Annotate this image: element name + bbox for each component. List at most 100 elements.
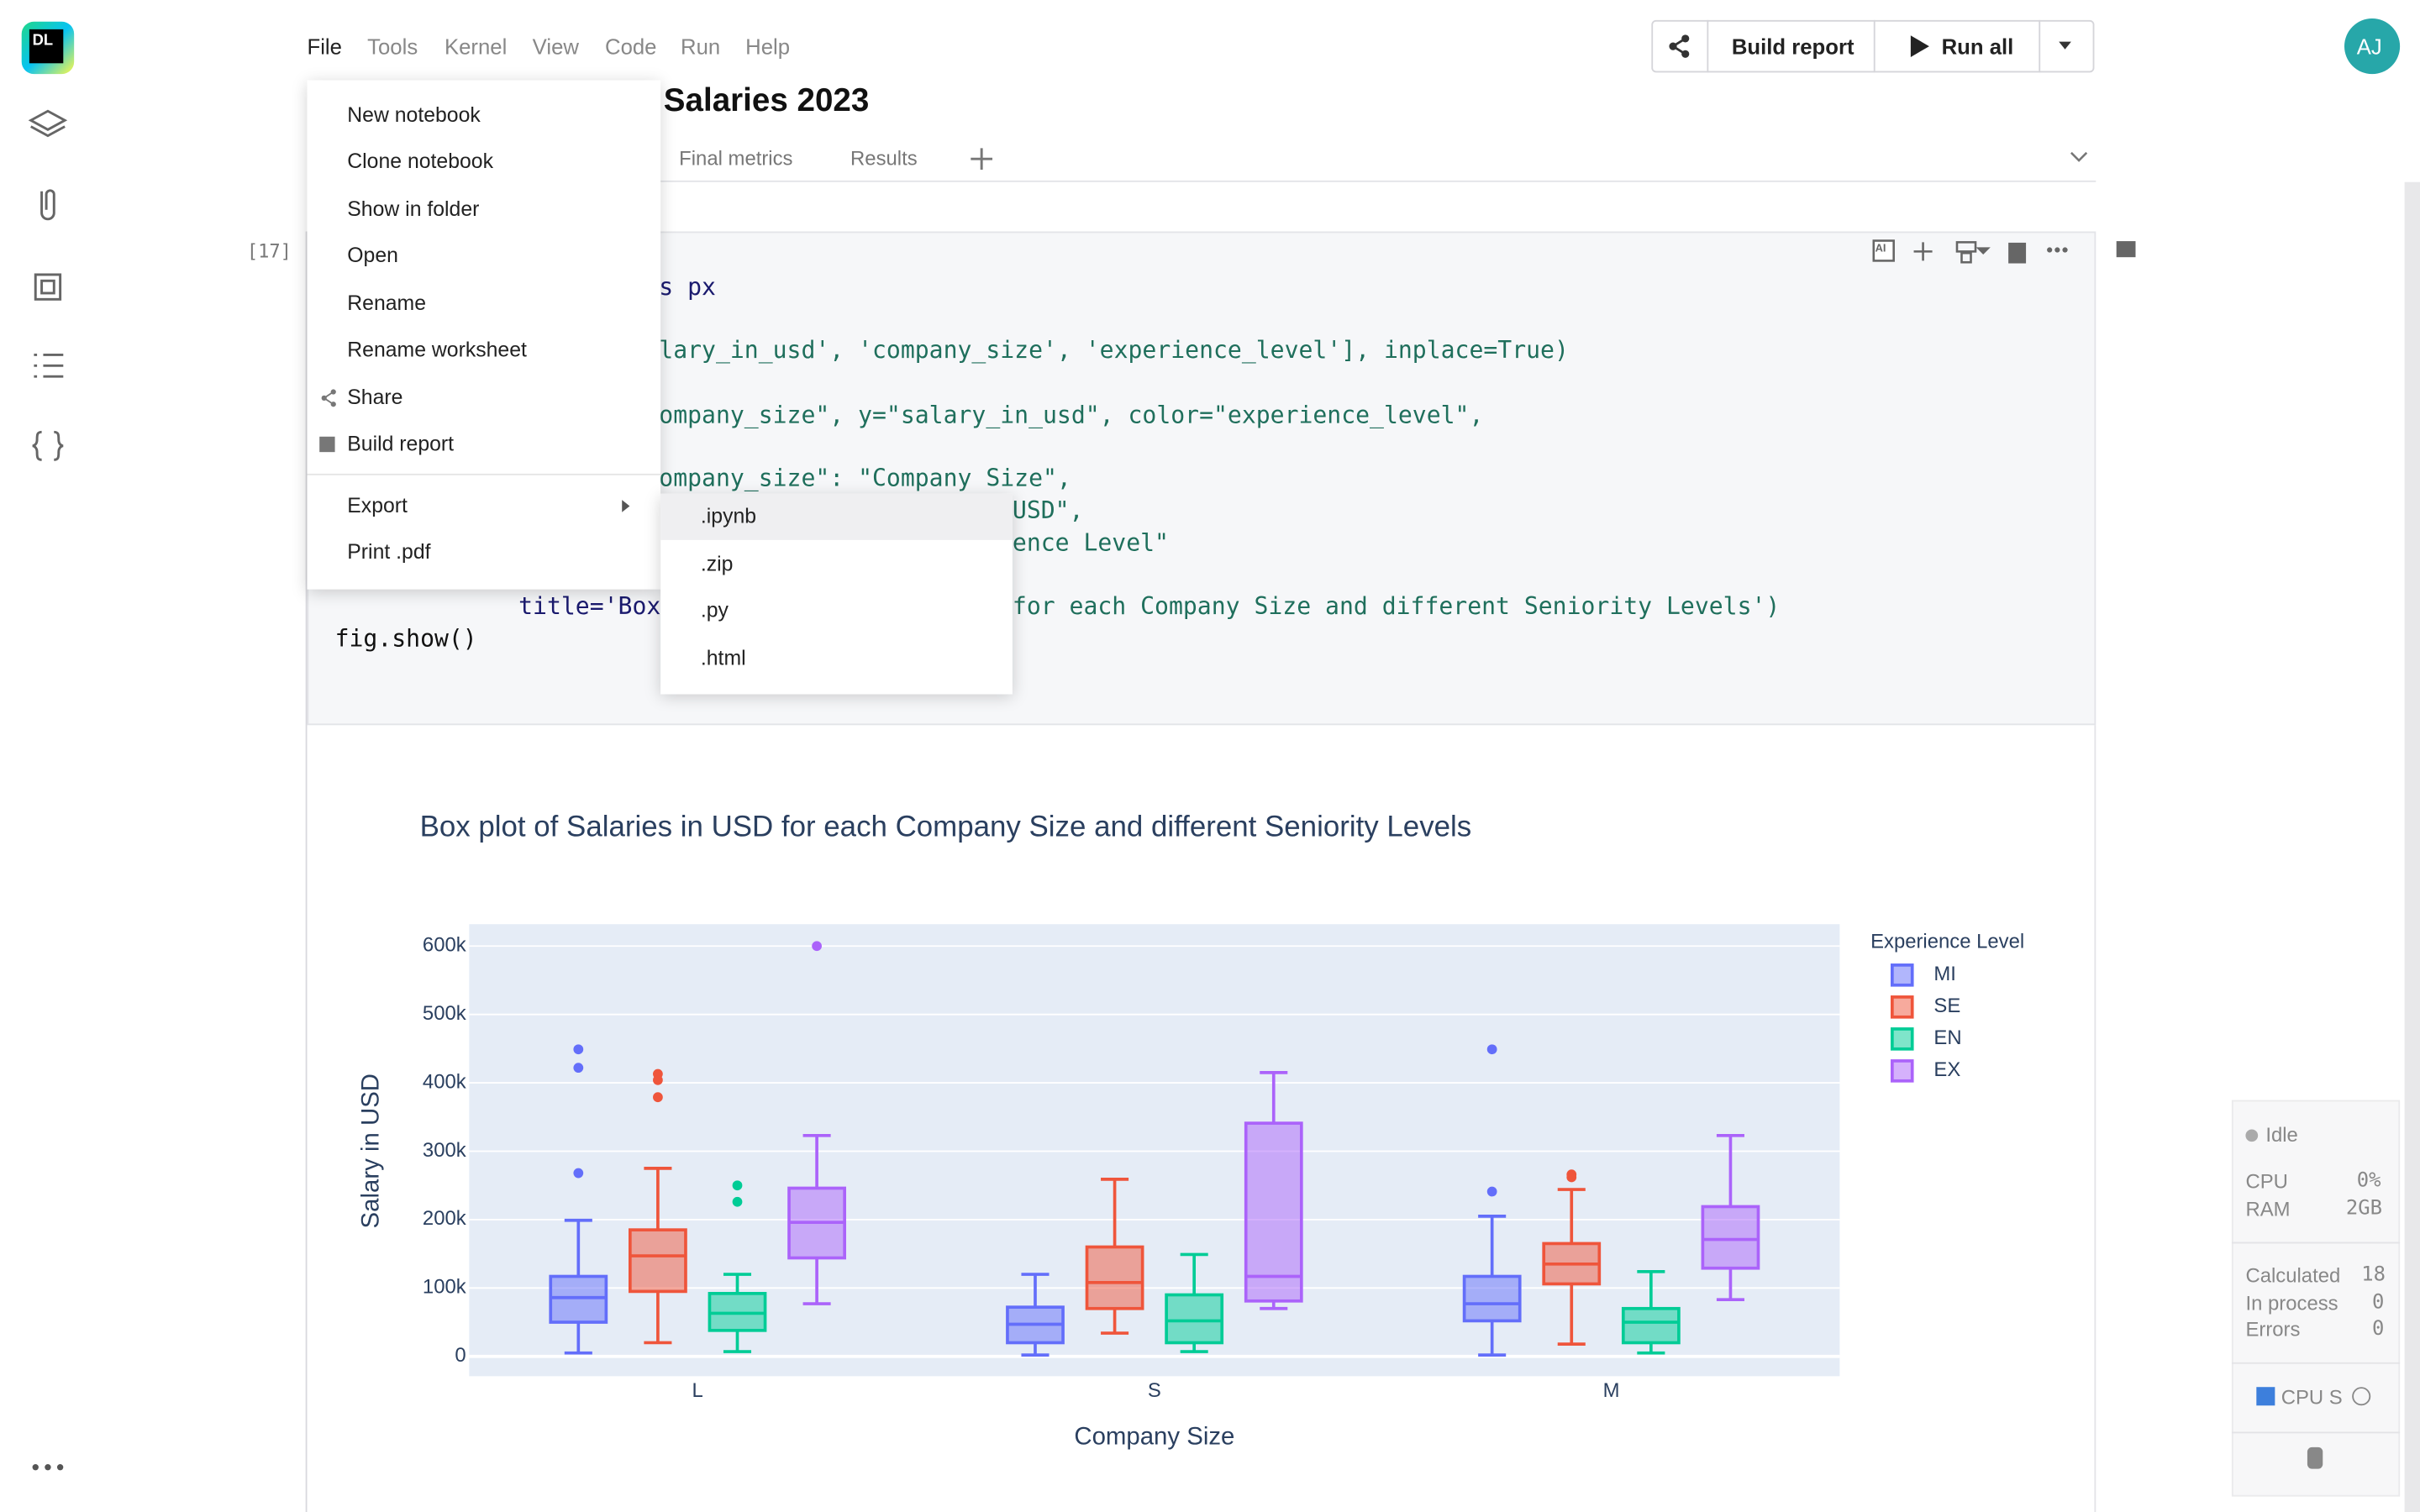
menu-item[interactable]: File [307,34,342,59]
cell-toolbar-icons[interactable] [1870,238,2149,265]
whisker [1557,1188,1586,1346]
divider [2039,19,2041,73]
box [549,1274,608,1324]
status-panel [2231,1100,2401,1497]
more-icon[interactable] [31,1460,65,1475]
menu-option[interactable]: Build report [347,432,455,455]
kernel-icon [2256,1387,2275,1406]
outlier [653,1092,663,1103]
x-tick-label: M [1603,1379,1620,1402]
outlier [1486,1044,1497,1055]
status-value: 0 [2372,1317,2385,1341]
menu-option[interactable]: Open [347,244,398,267]
outlier [732,1180,743,1191]
dropdown-icon[interactable] [2056,39,2075,54]
export-option[interactable]: .zip [700,552,734,576]
legend-label: EN [1933,1026,1961,1049]
x-tick-label: S [1148,1379,1161,1402]
tab[interactable]: Results [850,146,918,171]
whisker [723,1273,752,1353]
file-menu [307,80,661,590]
menu-option[interactable]: New notebook [347,103,481,127]
outlier [732,1196,743,1207]
y-tick-label: 400k [423,1070,466,1093]
cell-gutter [305,231,308,1512]
code-line: s px [659,273,716,302]
status-divider [2231,1242,2401,1244]
collapse-icon[interactable] [2070,150,2088,165]
toolbar-group [1651,19,2095,73]
whisker [1478,1215,1507,1357]
avatar[interactable] [2344,18,2401,75]
sidebar-icons[interactable] [28,102,68,472]
whisker [1260,1071,1288,1310]
whisker [1637,1269,1665,1355]
menu-item[interactable]: Code [605,34,657,59]
menu-option[interactable]: Rename worksheet [347,338,527,361]
add-tab-icon[interactable] [969,146,993,171]
menu-option[interactable]: Show in folder [347,197,480,221]
logo-inner [29,29,64,64]
outlier [1566,1172,1577,1183]
run-all-button[interactable]: Run all [1941,34,2014,59]
divider [1707,19,1709,73]
legend-title: Experience Level [1870,931,2024,953]
ai-button[interactable]: AI [1875,244,1886,255]
whisker [1180,1252,1208,1353]
export-option[interactable]: .ipynb [700,504,757,528]
share-icon[interactable] [1667,34,1691,58]
kernel-radio[interactable] [2352,1387,2371,1406]
menu-option[interactable]: Rename [347,291,426,315]
code-line: ompany_size": "Company Size", [659,464,1071,492]
legend-swatch [1891,1027,1914,1051]
status-label: RAM [2245,1197,2291,1221]
code-line: fig.show() [334,624,477,653]
legend-swatch [1891,995,1914,1019]
y-tick-label: 200k [423,1207,466,1230]
menu-option[interactable]: Print .pdf [347,539,431,564]
export-option[interactable]: .html [700,646,746,670]
status-label: In process [2245,1291,2338,1315]
code-line: USD", [1012,496,1084,525]
legend-swatch [1891,1059,1914,1083]
menu-item[interactable]: Tools [367,34,418,59]
kernel-state: Idle [2265,1123,2298,1147]
box [1244,1121,1303,1303]
python-icon [2307,1446,2323,1469]
logo-text: DL [32,32,54,50]
x-axis-label: Company Size [1074,1423,1234,1451]
status-value: 0% [2356,1169,2381,1193]
legend-label: EX [1933,1058,1960,1081]
code-line: ompany_size", y="salary_in_usd", color="… [659,401,1484,429]
tab-line [307,180,2096,182]
status-label: CPU [2245,1169,2288,1193]
output-border [2094,725,2096,1512]
status-value: 18 [2361,1263,2386,1287]
play-icon[interactable] [1907,34,1932,58]
menu-item[interactable]: Run [681,34,721,59]
legend-label: SE [1933,995,1960,1017]
menu-item[interactable]: Kernel [444,34,508,59]
export-option[interactable]: .py [700,598,729,622]
outlier [573,1168,584,1179]
menu-option[interactable]: Clone notebook [347,150,493,173]
scrollbar [2404,181,2420,1512]
chart-title: Box plot of Salaries in USD for each Com… [420,811,1472,843]
menu-item[interactable]: Help [745,34,791,59]
menu-option[interactable]: Export [347,493,408,517]
submenu-arrow [622,500,630,512]
code-line: title='Box [518,592,661,621]
menu-option[interactable]: Share [347,386,403,409]
whisker [564,1218,592,1355]
status-label: Errors [2245,1317,2301,1341]
outlier [812,941,822,952]
tab[interactable]: Final metrics [679,146,793,171]
outlier [573,1063,584,1074]
whisker [802,1133,831,1305]
build-report-button[interactable]: Build report [1731,34,1854,59]
menu-item[interactable]: View [532,34,579,59]
status-label: Calculated [2245,1263,2341,1287]
